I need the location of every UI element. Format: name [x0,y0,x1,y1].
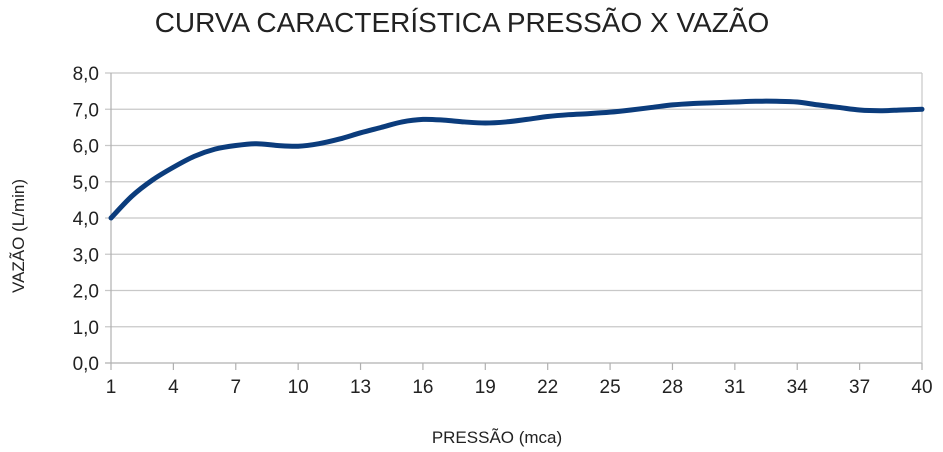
series-group [108,98,925,221]
x-tick-label: 1 [106,377,117,398]
x-tick-label: 34 [787,377,809,398]
x-tick-label: 40 [911,377,932,398]
chart-title: CURVA CARACTERÍSTICA PRESSÃO X VAZÃO [155,7,770,38]
x-tick-label: 19 [475,377,496,398]
x-tick-label: 7 [230,377,241,398]
x-tick-label: 22 [537,377,558,398]
x-tick-label: 31 [724,377,745,398]
x-tick-label: 25 [600,377,621,398]
y-axis-label: VAZÃO (L/min) [9,179,28,293]
x-tick-labels: 1 4 7 10 13 16 19 22 25 28 31 34 37 40 [106,377,933,398]
y-tick-label: 8,0 [73,64,99,85]
y-tick-label: 5,0 [73,173,99,194]
y-tick-label: 7,0 [73,100,99,121]
gridlines [105,72,923,370]
y-tick-label: 3,0 [73,245,99,266]
x-tick-label: 16 [412,377,433,398]
x-tick-label: 4 [168,377,179,398]
y-tick-label: 4,0 [73,209,99,230]
x-tick-label: 28 [662,377,683,398]
x-tick-label: 10 [288,377,309,398]
x-tick-label: 37 [849,377,870,398]
x-tick-label: 13 [350,377,371,398]
series-line [108,98,925,221]
y-tick-label: 6,0 [73,137,99,158]
y-tick-labels: 0,0 1,0 2,0 3,0 4,0 5,0 6,0 7,0 8,0 [73,64,99,375]
y-tick-label: 2,0 [73,282,99,303]
y-tick-label: 1,0 [73,318,99,339]
x-axis-label: PRESSÃO (mca) [432,428,562,447]
y-tick-label: 0,0 [73,354,99,375]
